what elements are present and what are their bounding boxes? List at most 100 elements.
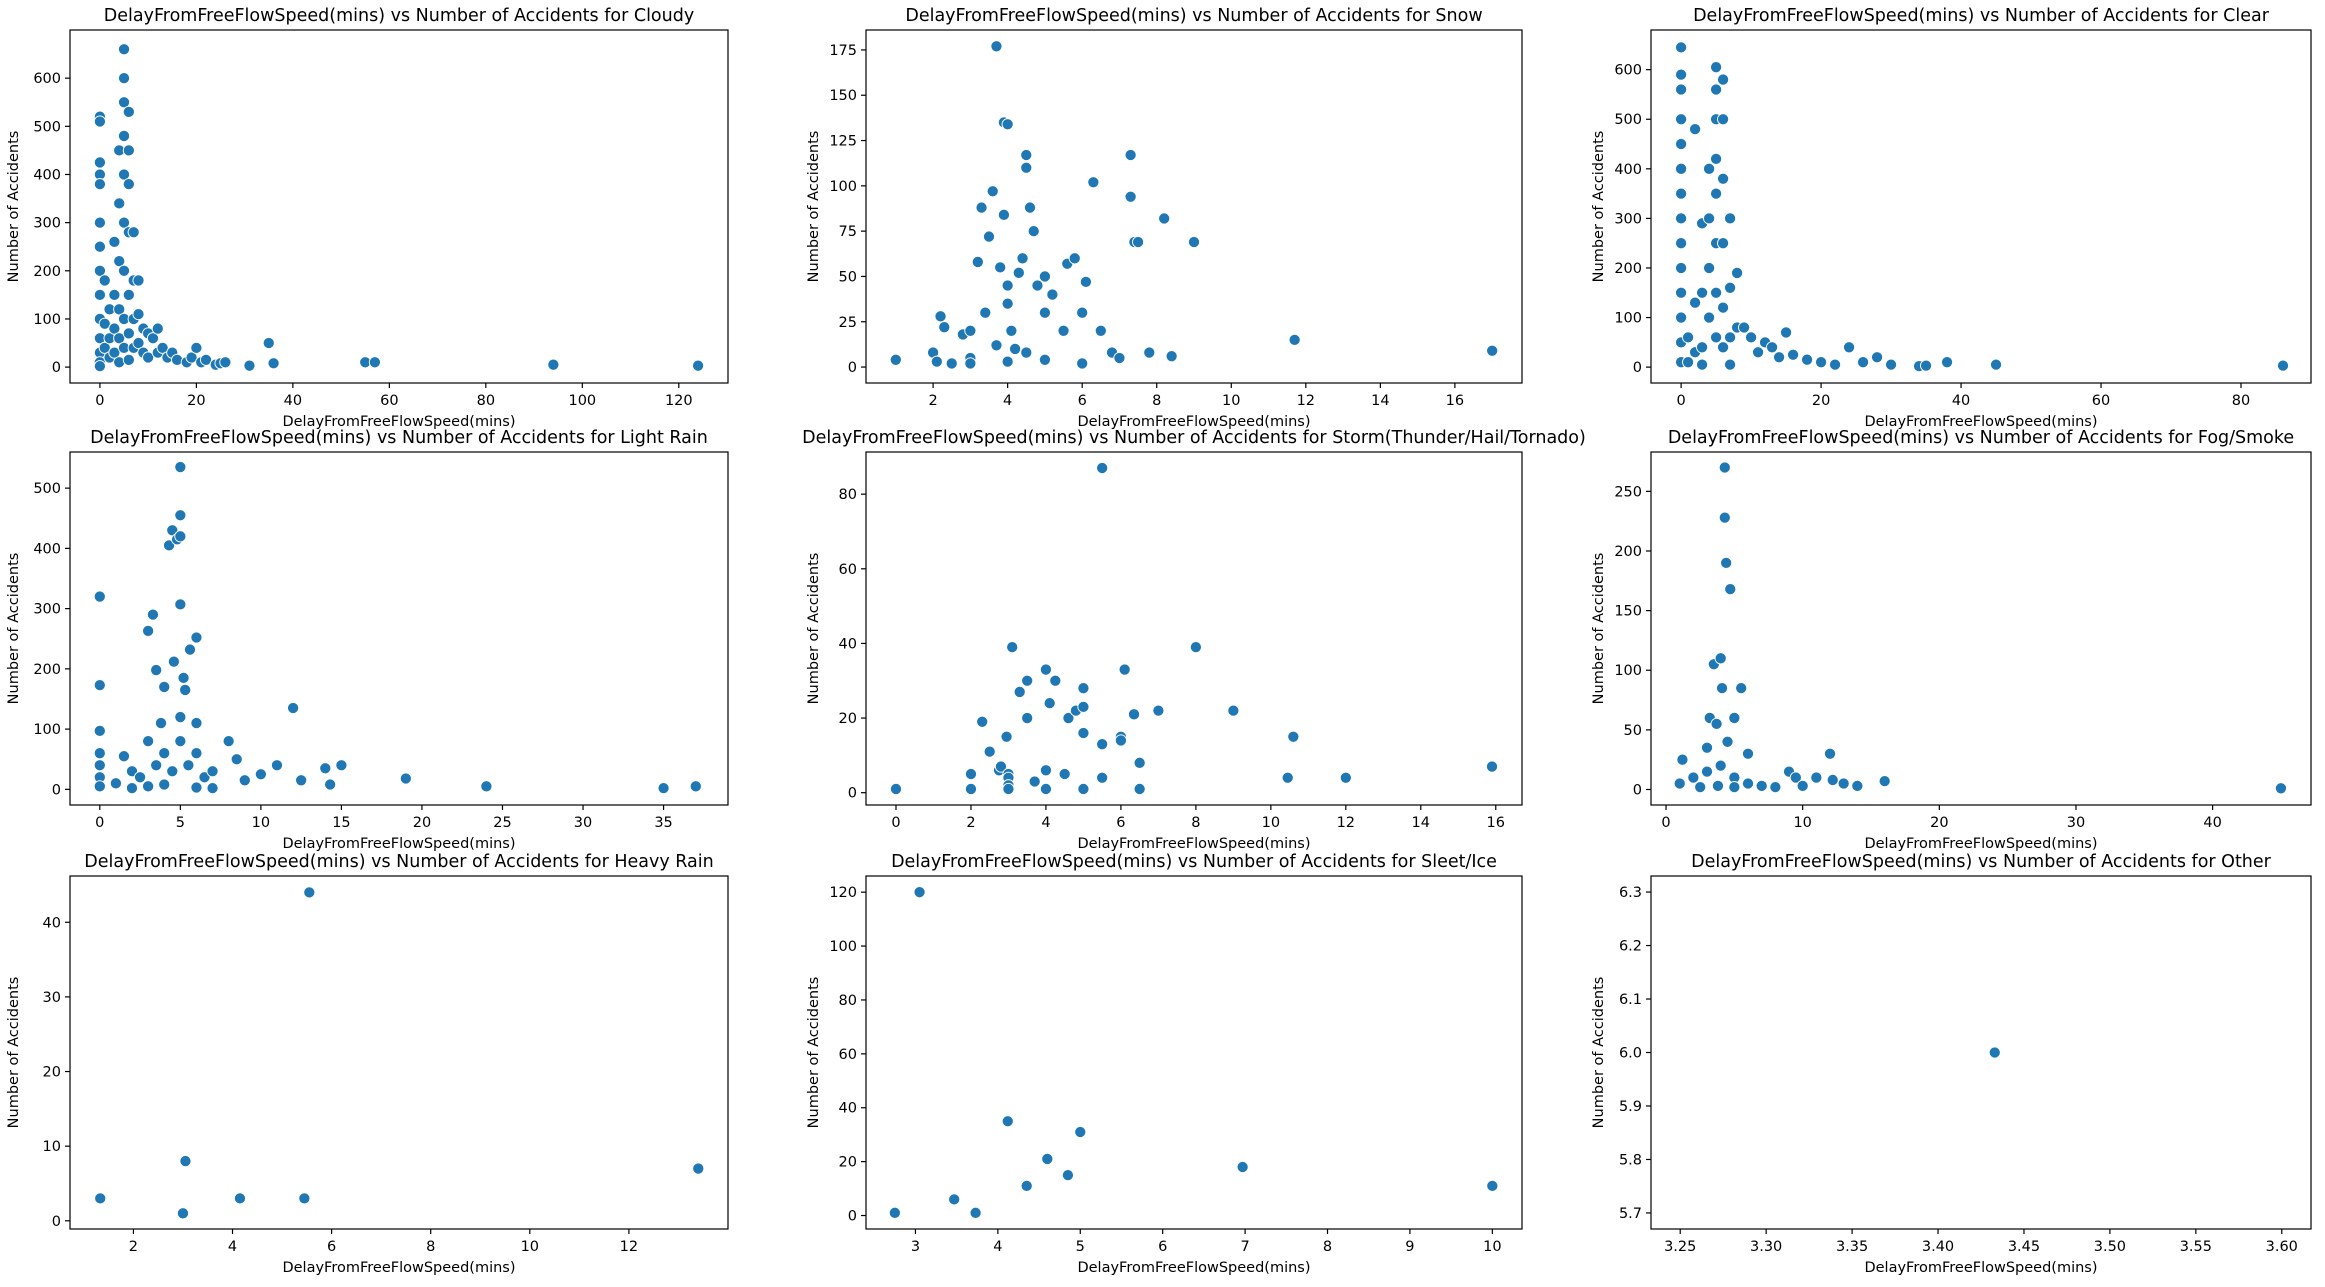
data-point — [1694, 781, 1707, 794]
data-point — [1724, 583, 1737, 596]
data-point — [1038, 270, 1051, 283]
y-tick-label: 100 — [829, 179, 857, 195]
data-point — [230, 753, 243, 766]
y-tick-label: 500 — [33, 119, 61, 135]
x-tick-label: 80 — [2232, 393, 2250, 409]
data-point — [1001, 1115, 1014, 1128]
data-point — [243, 359, 256, 372]
y-axis-label: Number of Accidents — [806, 977, 822, 1129]
data-point — [1696, 341, 1709, 354]
data-point — [1096, 771, 1109, 784]
data-point — [1741, 777, 1755, 790]
x-axis-label: DelayFromFreeFlowSpeed(mins) — [1864, 414, 2097, 430]
data-point — [166, 765, 179, 778]
data-point — [174, 530, 187, 543]
data-point — [1077, 682, 1090, 695]
data-point — [1755, 779, 1768, 792]
data-point — [1675, 212, 1688, 225]
data-point — [994, 760, 1007, 773]
data-point — [125, 765, 139, 778]
data-point — [1005, 324, 1018, 337]
x-tick-label: 3.30 — [1750, 1239, 1782, 1255]
data-point — [98, 274, 111, 287]
y-tick-label: 6.3 — [1619, 885, 1642, 901]
data-point — [1920, 359, 1933, 372]
data-point — [93, 216, 106, 229]
x-tick-label: 10 — [1793, 815, 1811, 831]
data-point — [174, 711, 187, 724]
subplot-title: DelayFromFreeFlowSpeed(mins) vs Number o… — [891, 852, 1497, 872]
data-point — [1068, 252, 1081, 265]
data-point — [185, 351, 198, 364]
data-point — [177, 671, 190, 684]
subplot-4: DelayFromFreeFlowSpeed(mins) vs Number o… — [6, 428, 729, 852]
x-tick-label: 9 — [1405, 1239, 1414, 1255]
x-tick-label: 3.45 — [2008, 1239, 2040, 1255]
subplot-6: DelayFromFreeFlowSpeed(mins) vs Number o… — [1591, 428, 2312, 852]
data-point — [1189, 641, 1202, 654]
y-tick-label: 125 — [829, 134, 857, 150]
data-point — [182, 759, 195, 772]
data-point — [1780, 326, 1793, 339]
data-point — [1039, 663, 1052, 676]
x-tick-label: 8 — [1191, 815, 1200, 831]
y-tick-label: 6.2 — [1619, 939, 1642, 955]
data-point — [117, 72, 131, 85]
x-tick-label: 0 — [1661, 815, 1670, 831]
subplot-5: DelayFromFreeFlowSpeed(mins) vs Number o… — [802, 428, 1586, 852]
data-point — [98, 317, 111, 330]
data-point — [142, 780, 155, 793]
data-point — [113, 303, 126, 316]
data-point — [174, 461, 187, 474]
x-axis-label: DelayFromFreeFlowSpeed(mins) — [1077, 1260, 1310, 1276]
data-point — [125, 782, 139, 795]
subplot-title: DelayFromFreeFlowSpeed(mins) vs Number o… — [84, 852, 713, 872]
data-point — [979, 306, 992, 319]
y-tick-label: 50 — [1624, 723, 1642, 739]
data-point — [1013, 685, 1026, 698]
x-tick-label: 40 — [284, 393, 302, 409]
y-tick-label: 300 — [33, 216, 61, 232]
data-point — [480, 780, 493, 793]
data-point — [1675, 113, 1688, 126]
data-point — [1143, 346, 1156, 359]
y-tick-label: 80 — [839, 487, 857, 503]
data-point — [964, 357, 977, 370]
y-tick-label: 100 — [1614, 311, 1642, 327]
data-point — [1710, 61, 1723, 74]
data-point — [1339, 771, 1352, 784]
x-axis-label: DelayFromFreeFlowSpeed(mins) — [282, 1260, 515, 1276]
axes-frame — [865, 29, 1523, 384]
data-point — [150, 759, 163, 772]
data-point — [158, 747, 171, 760]
y-tick-label: 600 — [33, 71, 61, 87]
x-tick-label: 10 — [1262, 815, 1280, 831]
data-point — [150, 664, 163, 677]
data-point — [1486, 344, 1499, 357]
data-point — [122, 144, 135, 157]
subplot-title: DelayFromFreeFlowSpeed(mins) vs Number o… — [1693, 6, 2270, 26]
y-tick-label: 0 — [52, 1214, 61, 1230]
x-tick-label: 3.50 — [2094, 1239, 2126, 1255]
x-axis-label: DelayFromFreeFlowSpeed(mins) — [282, 414, 515, 430]
data-point — [1826, 773, 1839, 787]
x-tick-label: 0 — [95, 815, 104, 831]
data-point — [1152, 704, 1165, 717]
data-point — [1796, 779, 1809, 792]
data-point — [146, 608, 160, 621]
data-point — [1288, 333, 1301, 346]
data-point — [1682, 356, 1695, 369]
data-point — [190, 717, 203, 730]
data-point — [938, 321, 951, 334]
data-point — [1675, 187, 1688, 200]
data-point — [1039, 764, 1052, 777]
y-tick-label: 150 — [1614, 604, 1642, 620]
data-point — [93, 264, 106, 277]
y-tick-label: 40 — [839, 636, 857, 652]
x-tick-label: 6 — [1078, 393, 1087, 409]
x-axis-label: DelayFromFreeFlowSpeed(mins) — [1864, 1260, 2097, 1276]
data-point — [1287, 730, 1300, 743]
x-tick-label: 2 — [928, 393, 937, 409]
x-tick-label: 20 — [413, 815, 431, 831]
